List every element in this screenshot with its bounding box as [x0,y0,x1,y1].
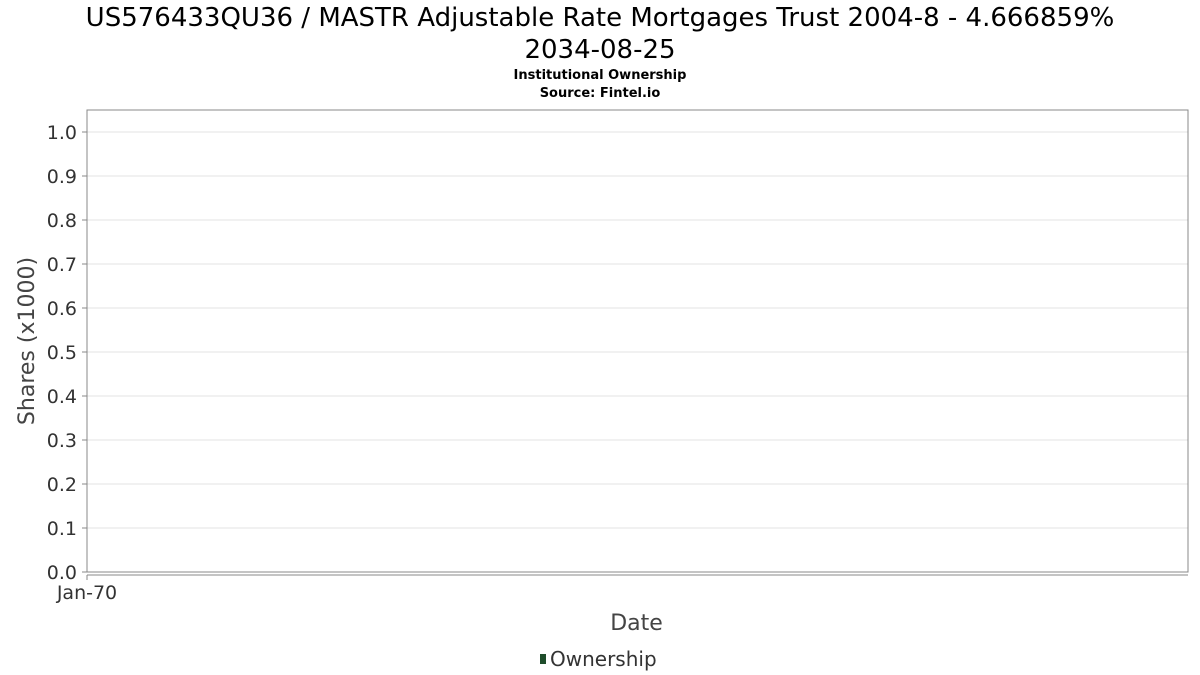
chart-title: US576433QU36 / MASTR Adjustable Rate Mor… [0,2,1200,66]
y-tick-label: 1.0 [47,122,77,144]
plot-area-frame [86,109,1189,573]
y-tick-label: 0.6 [47,298,77,320]
y-tick-label: 0.9 [47,166,77,188]
y-tick-label: 0.0 [47,562,77,584]
legend[interactable]: Ownership [540,647,657,671]
y-tick-label: 0.7 [47,254,77,276]
chart-source: Source: Fintel.io [539,86,661,101]
x-tick-label: Jan-70 [56,582,117,604]
y-tick-label: 0.2 [47,474,77,496]
x-axis-title: Date [610,611,663,636]
y-axis-title: Shares (x1000) [15,257,40,425]
y-tick-label: 0.4 [47,386,77,408]
chart-subtitle: Institutional Ownership [513,68,687,83]
y-tick-label: 0.8 [47,210,77,232]
legend-swatch-ownership [540,654,546,664]
x-axis-ticks: Jan-70 [56,575,117,604]
y-axis-ticks: 0.0 0.1 0.2 0.3 0.4 0.5 0.6 0.7 0.8 0.9 1.0 [47,122,87,584]
y-tick-label: 0.1 [47,518,77,540]
legend-label-ownership: Ownership [550,647,657,671]
chart-title-line-2: 2034-08-25 [524,35,676,65]
y-tick-label: 0.3 [47,430,77,452]
chart-title-line-1: US576433QU36 / MASTR Adjustable Rate Mor… [85,3,1115,33]
y-tick-label: 0.5 [47,342,77,364]
grid-lines [87,131,1188,576]
